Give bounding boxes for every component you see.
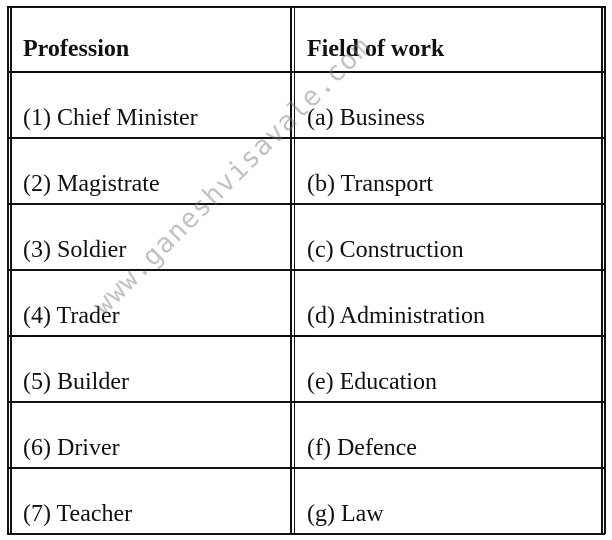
profession-cell: (7) Teacher <box>23 501 133 527</box>
header-field-of-work: Field of work <box>307 36 445 62</box>
row-divider <box>7 71 605 73</box>
profession-cell: (3) Soldier <box>23 237 127 263</box>
table-border-bottom <box>7 533 605 535</box>
profession-cell: (5) Builder <box>23 369 129 395</box>
field-of-work-cell: (c) Construction <box>307 237 464 263</box>
field-of-work-cell: (d) Administration <box>307 303 485 329</box>
row-divider <box>7 203 605 205</box>
row-divider <box>7 269 605 271</box>
field-of-work-cell: (a) Business <box>307 105 425 131</box>
row-divider <box>7 137 605 139</box>
header-profession: Profession <box>23 36 130 62</box>
table-border-top <box>7 6 605 8</box>
profession-cell: (1) Chief Minister <box>23 105 198 131</box>
field-of-work-cell: (g) Law <box>307 501 384 527</box>
field-of-work-cell: (e) Education <box>307 369 437 395</box>
profession-cell: (6) Driver <box>23 435 120 461</box>
profession-cell: (2) Magistrate <box>23 171 160 197</box>
row-divider <box>7 335 605 337</box>
field-of-work-cell: (b) Transport <box>307 171 434 197</box>
profession-cell: (4) Trader <box>23 303 120 329</box>
row-divider <box>7 467 605 469</box>
field-of-work-cell: (f) Defence <box>307 435 417 461</box>
row-divider <box>7 401 605 403</box>
